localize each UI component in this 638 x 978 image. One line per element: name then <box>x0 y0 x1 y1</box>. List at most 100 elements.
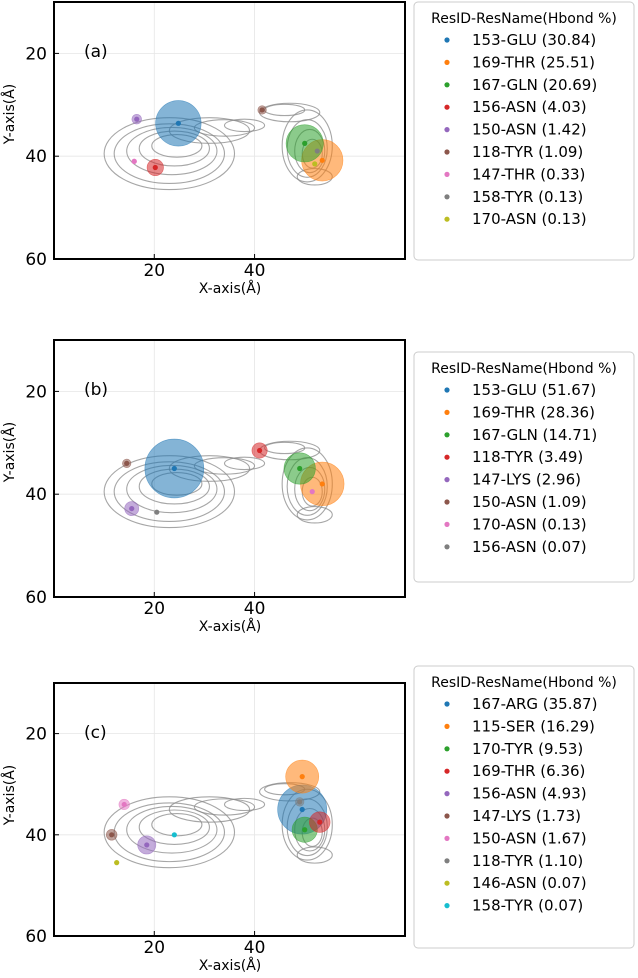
density-contour <box>264 441 306 455</box>
y-tick-label: 60 <box>25 927 47 947</box>
legend-marker <box>444 104 450 110</box>
residue-point <box>256 447 263 454</box>
legend-entry: 115-SER (16.29) <box>472 717 595 735</box>
legend-marker <box>444 521 450 528</box>
y-axis-label: Y-axis(Å) <box>1 765 18 827</box>
legend-entry: 147-LYS (2.96) <box>472 471 581 489</box>
residue-point <box>319 157 325 163</box>
legend-entry: 150-ASN (1.42) <box>472 121 587 139</box>
legend-entry: 153-GLU (30.84) <box>472 31 596 49</box>
legend-marker <box>444 701 450 707</box>
x-tick-label: 20 <box>143 261 165 281</box>
x-axis-label: X-axis(Å) <box>199 618 262 635</box>
legend-marker <box>444 149 450 155</box>
legend-entry: 150-ASN (1.09) <box>472 493 587 511</box>
legend-marker <box>444 903 450 909</box>
legend-entry: 147-THR (0.33) <box>472 165 585 183</box>
chart-panel-2: 20 40 20 40 60 X-axis(Å) Y-axis(Å) (b) ResID-Res… <box>1 339 635 635</box>
x-tick-label: 40 <box>244 261 266 281</box>
legend-marker <box>444 216 450 222</box>
y-tick-label: 60 <box>25 250 47 270</box>
legend-marker <box>444 37 450 43</box>
density-contour <box>138 809 210 845</box>
x-axis-label: X-axis(Å) <box>199 280 262 297</box>
residue-point <box>302 140 308 146</box>
residue-point <box>171 465 177 472</box>
residue-point <box>154 509 160 515</box>
legend-marker <box>444 880 450 886</box>
legend-entry: 170-TYR (9.53) <box>472 740 583 758</box>
density-contour <box>223 118 266 133</box>
chart-panel-1: 20 40 20 40 60 X-axis(Å) Y-axis(Å) (a) ResID-Res… <box>1 1 635 297</box>
residue-point <box>131 158 137 164</box>
plot-frame <box>53 1 406 260</box>
legend-entry: 170-ASN (0.13) <box>472 515 587 533</box>
residue-point <box>299 774 305 780</box>
legend-entry: 170-ASN (0.13) <box>472 210 587 228</box>
legend-entry: 146-ASN (0.07) <box>472 874 587 892</box>
legend: ResID-ResName(Hbond %) 153-GLU (51.67) 169… <box>413 351 635 583</box>
x-tick-label: 40 <box>244 599 266 619</box>
density-contour <box>193 798 256 816</box>
legend-box <box>413 1 635 261</box>
legend-entry: 169-THR (28.36) <box>472 403 595 421</box>
legend-title: ResID-ResName(Hbond %) <box>431 11 617 27</box>
legend: ResID-ResName(Hbond %) 153-GLU (30.84) 169… <box>413 1 635 261</box>
legend-entry: 167-GLN (20.69) <box>472 76 597 94</box>
legend-marker <box>444 768 450 774</box>
legend-entry: 156-ASN (4.03) <box>472 98 587 116</box>
density-contour <box>151 812 203 837</box>
legend-marker <box>444 835 450 842</box>
y-tick-label: 60 <box>25 588 47 608</box>
legend-marker <box>444 723 450 730</box>
legend-marker <box>444 171 450 177</box>
legend-entry: 147-LYS (1.73) <box>472 807 581 825</box>
legend-marker <box>444 499 450 505</box>
y-axis-label: Y-axis(Å) <box>1 422 18 484</box>
legend-marker <box>444 746 450 752</box>
legend-marker <box>444 432 450 438</box>
panel-label: (b) <box>84 380 108 400</box>
residue-point <box>134 116 140 122</box>
legend-marker <box>444 858 450 864</box>
residue-point <box>129 505 135 512</box>
residue-point <box>317 819 323 825</box>
legend-entry: 167-ARG (35.87) <box>472 695 597 713</box>
y-tick-label: 40 <box>25 826 47 846</box>
residue-point <box>297 465 303 472</box>
x-axis-label: X-axis(Å) <box>199 957 262 974</box>
legend-entry: 153-GLU (51.67) <box>472 381 596 399</box>
y-tick-label: 40 <box>25 147 47 167</box>
residue-point <box>121 801 127 808</box>
legend-entry: 169-THR (6.36) <box>472 762 585 780</box>
density-contour <box>103 796 236 869</box>
legend-marker <box>444 544 450 550</box>
x-tick-label: 20 <box>143 938 165 958</box>
density-contour <box>296 846 333 864</box>
legend-marker <box>444 813 450 819</box>
legend-marker <box>444 477 450 483</box>
y-axis-label: Y-axis(Å) <box>1 84 18 146</box>
legend-marker <box>444 194 450 200</box>
legend-marker <box>444 127 450 133</box>
residue-point <box>319 481 325 487</box>
panel-label: (a) <box>84 42 108 62</box>
legend-marker <box>444 409 450 415</box>
residue-point <box>259 107 265 113</box>
residue-point <box>152 164 158 171</box>
legend-marker <box>444 59 450 65</box>
legend-entry: 118-TYR (3.49) <box>472 448 583 466</box>
legend-marker <box>444 82 450 88</box>
residue-point <box>114 860 120 866</box>
legend-entry: 156-ASN (4.93) <box>472 785 587 803</box>
density-contour <box>126 805 218 854</box>
y-tick-label: 40 <box>25 485 47 505</box>
residue-point <box>314 148 320 154</box>
legend-entry: 169-THR (25.51) <box>472 53 595 71</box>
legend-entry: 118-TYR (1.09) <box>472 143 583 161</box>
residue-point <box>302 827 308 833</box>
y-tick-label: 20 <box>25 725 47 745</box>
density-contour <box>168 796 251 823</box>
residue-point <box>175 120 181 126</box>
